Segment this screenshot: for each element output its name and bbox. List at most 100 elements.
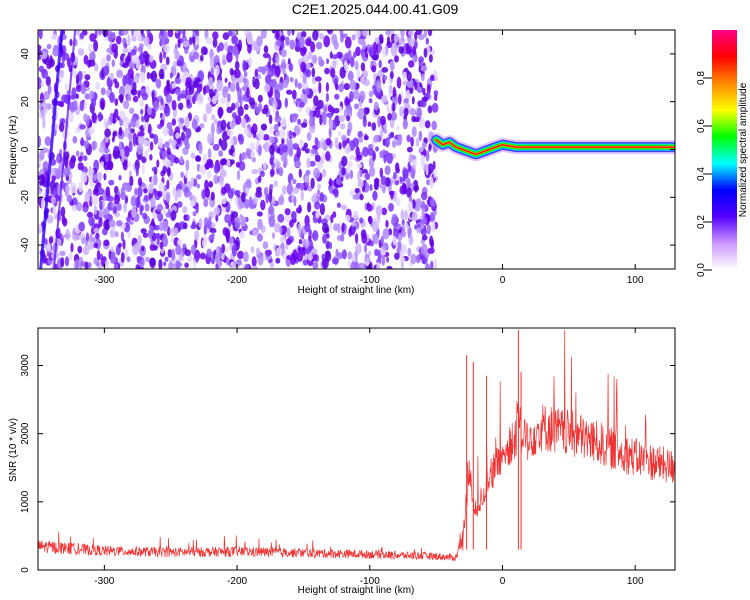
noise-speckle — [162, 206, 167, 215]
noise-speckle — [150, 70, 158, 83]
noise-speckle — [420, 154, 425, 164]
noise-speckle — [349, 79, 357, 91]
noise-speckle — [419, 146, 424, 152]
noise-speckle — [130, 128, 135, 134]
noise-speckle — [248, 97, 255, 106]
noise-speckle — [299, 182, 305, 191]
noise-speckle — [125, 73, 131, 85]
noise-speckle — [340, 204, 348, 210]
noise-speckle — [326, 58, 330, 65]
noise-speckle — [121, 30, 129, 36]
noise-speckle — [144, 54, 148, 66]
noise-speckle — [162, 220, 169, 232]
noise-speckle — [416, 198, 421, 204]
noise-speckle — [280, 117, 287, 128]
noise-speckle — [104, 153, 110, 163]
noise-speckle — [96, 249, 101, 261]
noise-speckle — [111, 59, 116, 68]
noise-speckle — [131, 30, 134, 37]
noise-speckle — [257, 94, 263, 103]
noise-speckle — [151, 166, 158, 172]
noise-speckle — [280, 234, 286, 244]
noise-speckle — [137, 46, 143, 53]
noise-speckle — [142, 212, 148, 220]
noise-speckle — [408, 30, 414, 37]
x-tick-label: 100 — [627, 275, 644, 286]
noise-speckle — [71, 87, 77, 99]
noise-speckle — [364, 135, 369, 141]
noise-speckle — [100, 57, 107, 69]
noise-speckle — [178, 102, 184, 111]
noise-speckle — [271, 30, 277, 34]
noise-speckle — [130, 88, 138, 96]
noise-speckle — [75, 259, 79, 269]
noise-speckle — [374, 248, 379, 257]
noise-speckle — [137, 134, 145, 146]
noise-speckle — [166, 122, 173, 129]
noise-speckle — [409, 108, 416, 116]
noise-speckle — [77, 48, 85, 56]
noise-speckle — [126, 216, 132, 223]
noise-speckle — [118, 242, 122, 248]
noise-speckle — [305, 169, 311, 176]
noise-speckle — [242, 59, 247, 72]
noise-speckle — [59, 62, 65, 69]
noise-speckle — [426, 83, 431, 95]
noise-speckle — [225, 246, 229, 253]
noise-speckle — [305, 68, 312, 78]
noise-speckle — [237, 106, 244, 117]
noise-speckle — [301, 246, 306, 256]
noise-speckle — [224, 41, 229, 51]
noise-speckle — [213, 206, 221, 216]
noise-speckle — [141, 115, 145, 123]
noise-speckle — [255, 106, 261, 115]
noise-speckle — [357, 179, 364, 189]
noise-speckle — [158, 68, 165, 80]
noise-speckle — [204, 187, 210, 198]
noise-speckle — [355, 46, 361, 57]
noise-speckle — [137, 31, 142, 42]
noise-speckle — [300, 122, 307, 128]
noise-speckle — [237, 250, 244, 260]
noise-speckle — [208, 235, 212, 242]
noise-speckle — [255, 190, 263, 198]
noise-speckle — [329, 119, 334, 130]
noise-speckle — [149, 133, 155, 139]
noise-speckle — [353, 51, 357, 58]
noise-speckle — [94, 63, 99, 72]
noise-speckle — [243, 199, 250, 209]
noise-speckle — [190, 177, 195, 187]
noise-speckle — [377, 115, 382, 128]
noise-speckle — [251, 265, 259, 269]
noise-speckle — [120, 192, 126, 200]
noise-speckle — [71, 204, 78, 212]
noise-speckle — [414, 31, 418, 41]
snr-panel: -300 -200 -100 0 100 0 1000 2000 3000 Height of… — [8, 327, 676, 596]
noise-speckle — [65, 184, 70, 196]
spectrogram-plot-area — [38, 30, 675, 269]
noise-speckle — [47, 259, 52, 265]
noise-speckle — [162, 165, 167, 174]
noise-speckle — [78, 234, 82, 240]
noise-speckle — [419, 218, 426, 225]
colorbar-tick-label: 0.0 — [696, 263, 707, 277]
noise-speckle — [260, 123, 267, 131]
noise-speckle — [69, 182, 77, 194]
noise-speckle — [89, 50, 96, 63]
noise-speckle — [237, 39, 243, 52]
noise-speckle — [57, 238, 62, 246]
noise-speckle — [268, 81, 276, 87]
noise-speckle — [380, 115, 386, 126]
noise-speckle — [337, 131, 342, 137]
noise-speckle — [97, 187, 104, 196]
noise-speckle — [220, 169, 227, 178]
colorbar-tick-label: 0.6 — [696, 119, 707, 133]
noise-speckle — [218, 150, 224, 157]
noise-speckle — [119, 94, 124, 104]
noise-speckle — [137, 186, 143, 198]
noise-speckle — [279, 128, 286, 141]
noise-speckle — [151, 218, 155, 227]
noise-speckle — [315, 41, 323, 50]
y-tick-label: 0 — [20, 567, 31, 573]
noise-speckle — [406, 187, 412, 198]
